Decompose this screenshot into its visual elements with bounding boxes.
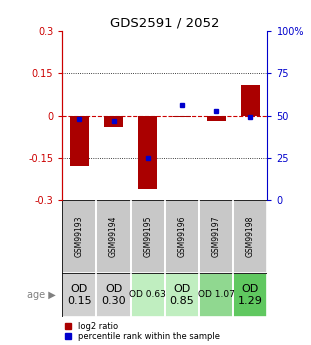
Text: GSM99198: GSM99198 (246, 216, 255, 257)
Bar (199, 200, 233, 273)
Bar (104, 116, 123, 127)
Bar (62, 273, 96, 317)
Text: OD
0.30: OD 0.30 (101, 284, 126, 306)
Bar (96, 273, 131, 317)
Bar (233, 200, 267, 273)
Bar (165, 273, 199, 317)
Bar (241, 85, 260, 116)
Text: OD
0.15: OD 0.15 (67, 284, 92, 306)
Text: OD
0.85: OD 0.85 (169, 284, 194, 306)
Bar (70, 116, 89, 166)
Bar (138, 116, 157, 189)
Text: GSM99193: GSM99193 (75, 216, 84, 257)
Title: GDS2591 / 2052: GDS2591 / 2052 (110, 17, 220, 30)
Bar (131, 200, 165, 273)
Bar (233, 273, 267, 317)
Bar (131, 273, 165, 317)
Text: OD
1.29: OD 1.29 (238, 284, 263, 306)
Text: GSM99197: GSM99197 (212, 216, 220, 257)
Text: GSM99196: GSM99196 (178, 216, 186, 257)
Text: OD 0.63: OD 0.63 (129, 290, 166, 299)
Bar (165, 200, 199, 273)
Text: GSM99194: GSM99194 (109, 216, 118, 257)
Bar (96, 200, 131, 273)
Bar (207, 116, 225, 121)
Bar (199, 273, 233, 317)
Bar (173, 116, 191, 117)
Bar (62, 200, 96, 273)
Text: age ▶: age ▶ (27, 290, 56, 300)
Legend: log2 ratio, percentile rank within the sample: log2 ratio, percentile rank within the s… (65, 322, 220, 341)
Text: OD 1.07: OD 1.07 (198, 290, 234, 299)
Text: GSM99195: GSM99195 (143, 216, 152, 257)
